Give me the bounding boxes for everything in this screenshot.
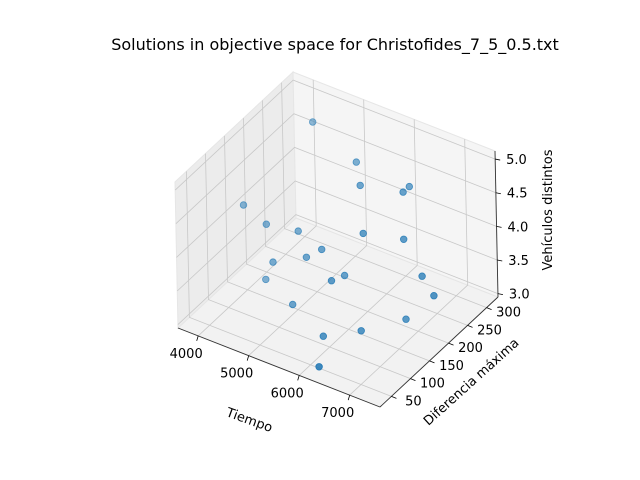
y-grid-line <box>186 171 392 397</box>
x-tick-label: 7000 <box>321 406 354 421</box>
data-point <box>318 245 326 254</box>
data-point <box>430 292 438 300</box>
z-tick-label: 3.5 <box>508 254 529 269</box>
y-tick-mark <box>410 378 416 381</box>
x-grid-line <box>298 119 418 376</box>
z-grid-line <box>176 146 497 258</box>
z-grid-line <box>176 180 498 292</box>
data-point <box>405 182 413 191</box>
y-tick-mark <box>429 360 435 364</box>
chart-title: Solutions in objective space for Christo… <box>111 35 559 55</box>
y-grid-line <box>243 118 449 344</box>
y-grid-line <box>262 100 468 326</box>
z-tick-mark <box>495 158 501 161</box>
z-tick-label: 3.0 <box>509 288 530 303</box>
x-axis-line <box>177 327 381 408</box>
z-axis-label: Vehículos distintos <box>541 149 556 270</box>
y-tick-label: 300 <box>496 306 521 321</box>
x-tick-label: 6000 <box>271 386 304 401</box>
y-tick-label: 200 <box>458 341 483 356</box>
axis-ticks: 4000 5000 6000 7000 50 100 150 200 250 300 3.0 3.5 4… <box>170 153 530 421</box>
data-point <box>262 220 270 228</box>
z-axis-line <box>494 150 499 298</box>
y-tick-mark <box>467 325 473 328</box>
data-point <box>289 300 297 309</box>
data-point <box>302 253 311 261</box>
data-point <box>400 235 408 243</box>
z-grid-line <box>175 113 497 224</box>
data-point <box>402 315 410 323</box>
y-grid-line <box>205 153 411 379</box>
x-tick-label: 5000 <box>220 367 253 382</box>
z-tick-label: 4.5 <box>507 187 528 202</box>
y-tick-label: 50 <box>405 394 422 409</box>
x-grid-line <box>248 99 368 356</box>
z-tick-mark <box>495 192 501 195</box>
x-tick-mark <box>297 375 300 381</box>
x-tick-mark <box>196 335 199 342</box>
x-tick-label: 4000 <box>170 347 203 362</box>
data-point <box>356 181 364 190</box>
y-tick-mark <box>391 395 397 399</box>
data-point <box>269 258 277 266</box>
y-tick-mark <box>448 342 454 346</box>
data-point <box>357 327 365 335</box>
y-grid-line <box>224 135 430 362</box>
x-grid-line <box>349 139 469 396</box>
z-tick-mark <box>497 259 503 262</box>
z-tick-mark <box>497 293 504 296</box>
data-point <box>418 272 426 280</box>
z-grid-line <box>177 214 499 325</box>
z-tick-mark <box>496 225 502 228</box>
y-tick-label: 250 <box>477 323 502 338</box>
x-tick-mark <box>246 355 250 361</box>
axis-spines <box>177 150 499 408</box>
data-point <box>327 277 336 285</box>
x-axis-label: Tiempo <box>223 405 274 436</box>
y-axis-line <box>379 296 499 408</box>
data-point <box>294 227 302 235</box>
data-point <box>399 188 407 196</box>
y-grid-line <box>281 82 487 308</box>
z-grid-line <box>174 79 496 191</box>
x-tick-mark <box>347 395 351 401</box>
data-point <box>359 229 367 238</box>
data-point <box>239 201 248 209</box>
data-point <box>262 275 270 284</box>
data-points <box>239 118 438 371</box>
grid-lines <box>174 79 499 397</box>
axis-panes <box>174 70 499 408</box>
y-tick-label: 150 <box>439 359 464 374</box>
data-point <box>340 271 349 280</box>
data-point <box>352 158 360 166</box>
z-tick-label: 4.0 <box>508 220 529 235</box>
y-tick-label: 100 <box>420 377 445 392</box>
data-point <box>309 118 317 126</box>
z-tick-label: 5.0 <box>506 153 527 168</box>
y-tick-mark <box>486 307 492 311</box>
data-point <box>315 363 323 371</box>
x-grid-line <box>197 79 317 337</box>
data-point <box>319 332 327 340</box>
